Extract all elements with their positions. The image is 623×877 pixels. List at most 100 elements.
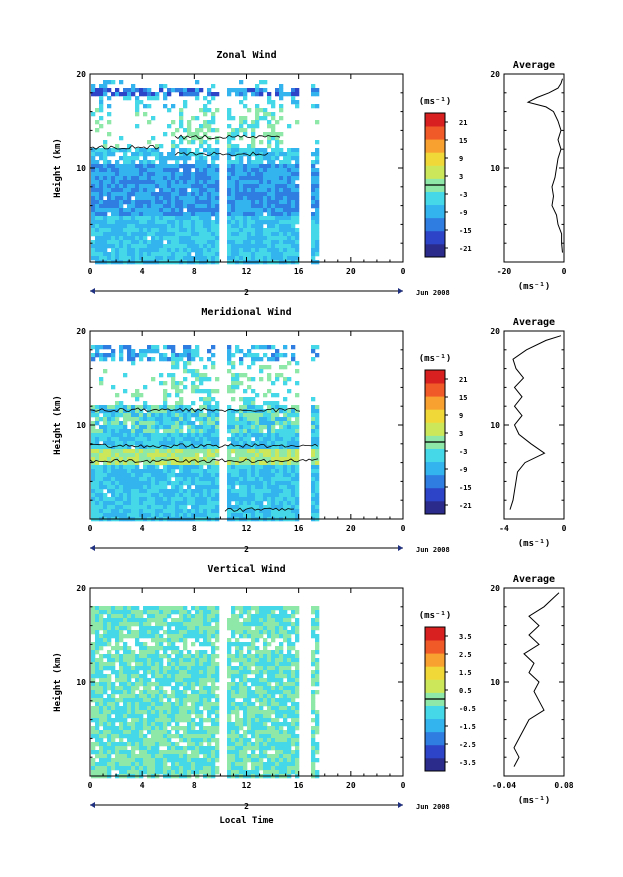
heatmap-cell — [119, 694, 123, 698]
heatmap-cell — [115, 714, 119, 718]
heatmap-cell — [139, 457, 143, 461]
heatmap-cell — [143, 666, 147, 670]
heatmap-cell — [135, 409, 139, 413]
heatmap-cell — [291, 674, 295, 678]
heatmap-cell — [163, 172, 167, 176]
heatmap-cell — [255, 469, 259, 473]
heatmap-cell — [287, 433, 291, 437]
heatmap-cell — [115, 248, 119, 252]
heatmap-cell — [171, 192, 175, 196]
heatmap-cell — [91, 244, 95, 248]
heatmap-cell — [247, 192, 251, 196]
heatmap-cell — [235, 164, 239, 168]
heatmap-cell — [199, 228, 203, 232]
colorbar-tick-label: 15 — [459, 137, 467, 145]
heatmap-cell — [311, 425, 315, 429]
heatmap-cell — [203, 686, 207, 690]
heatmap-cell — [295, 441, 299, 445]
heatmap-cell — [175, 626, 179, 630]
heatmap-cell — [295, 204, 299, 208]
heatmap-cell — [147, 505, 151, 509]
heatmap-cell — [183, 449, 187, 453]
heatmap-cell — [291, 710, 295, 714]
heatmap-cell — [147, 104, 151, 108]
heatmap-cell — [235, 690, 239, 694]
heatmap-cell — [171, 497, 175, 501]
heatmap-cell — [139, 429, 143, 433]
heatmap-cell — [247, 353, 251, 357]
heatmap-cell — [143, 469, 147, 473]
heatmap-cell — [139, 694, 143, 698]
heatmap-cell — [311, 706, 315, 710]
heatmap-cell — [287, 682, 291, 686]
heatmap-cell — [187, 421, 191, 425]
heatmap-cell — [243, 172, 247, 176]
heatmap-cell — [191, 164, 195, 168]
heatmap-cell — [211, 224, 215, 228]
heatmap-cell — [159, 168, 163, 172]
heatmap-cell — [187, 674, 191, 678]
heatmap-cell — [107, 429, 111, 433]
heatmap-cell — [275, 216, 279, 220]
heatmap-cell — [203, 184, 207, 188]
heatmap-cell — [251, 461, 255, 465]
heatmap-cell — [123, 614, 127, 618]
heatmap-cell — [207, 662, 211, 666]
heatmap-cell — [127, 626, 131, 630]
heatmap-cell — [239, 244, 243, 248]
heatmap-cell — [135, 96, 139, 100]
heatmap-cell — [135, 152, 139, 156]
heatmap-cell — [183, 666, 187, 670]
heatmap-cell — [127, 429, 131, 433]
heatmap-cell — [247, 88, 251, 92]
heatmap-cell — [191, 204, 195, 208]
heatmap-cell — [203, 401, 207, 405]
heatmap-cell — [131, 481, 135, 485]
heatmap-cell — [279, 710, 283, 714]
heatmap-cell — [255, 248, 259, 252]
heatmap-cell — [179, 469, 183, 473]
heatmap-cell — [159, 164, 163, 168]
heatmap-cell — [131, 674, 135, 678]
heatmap-cell — [315, 473, 319, 477]
heatmap-cell — [155, 473, 159, 477]
heatmap-cell — [91, 646, 95, 650]
heatmap-cell — [131, 176, 135, 180]
heatmap-cell — [235, 469, 239, 473]
heatmap-cell — [151, 698, 155, 702]
heatmap-cell — [267, 666, 271, 670]
heatmap-cell — [255, 196, 259, 200]
heatmap-cell — [243, 666, 247, 670]
heatmap-cell — [211, 477, 215, 481]
heatmap-cell — [175, 501, 179, 505]
heatmap-cell — [135, 662, 139, 666]
heatmap-cell — [171, 433, 175, 437]
heatmap-cell — [171, 658, 175, 662]
heatmap-cell — [227, 449, 231, 453]
heatmap-cell — [191, 666, 195, 670]
heatmap-cell — [183, 104, 187, 108]
heatmap-cell — [279, 686, 283, 690]
heatmap-cell — [195, 714, 199, 718]
heatmap-cell — [239, 425, 243, 429]
heatmap-cell — [147, 509, 151, 513]
heatmap-cell — [291, 204, 295, 208]
heatmap-cell — [199, 256, 203, 260]
heatmap-cell — [227, 425, 231, 429]
heatmap-cell — [227, 666, 231, 670]
heatmap-cell — [127, 224, 131, 228]
heatmap-cell — [187, 489, 191, 493]
heatmap-cell — [255, 116, 259, 120]
heatmap-cell — [275, 429, 279, 433]
heatmap-cell — [195, 610, 199, 614]
heatmap-cell — [259, 702, 263, 706]
heatmap-cell — [251, 248, 255, 252]
heatmap-cell — [91, 160, 95, 164]
heatmap-cell — [255, 240, 259, 244]
heatmap-cell — [279, 180, 283, 184]
heatmap-cell — [175, 666, 179, 670]
heatmap-cell — [163, 509, 167, 513]
heatmap-cell — [131, 228, 135, 232]
heatmap-cell — [103, 706, 107, 710]
